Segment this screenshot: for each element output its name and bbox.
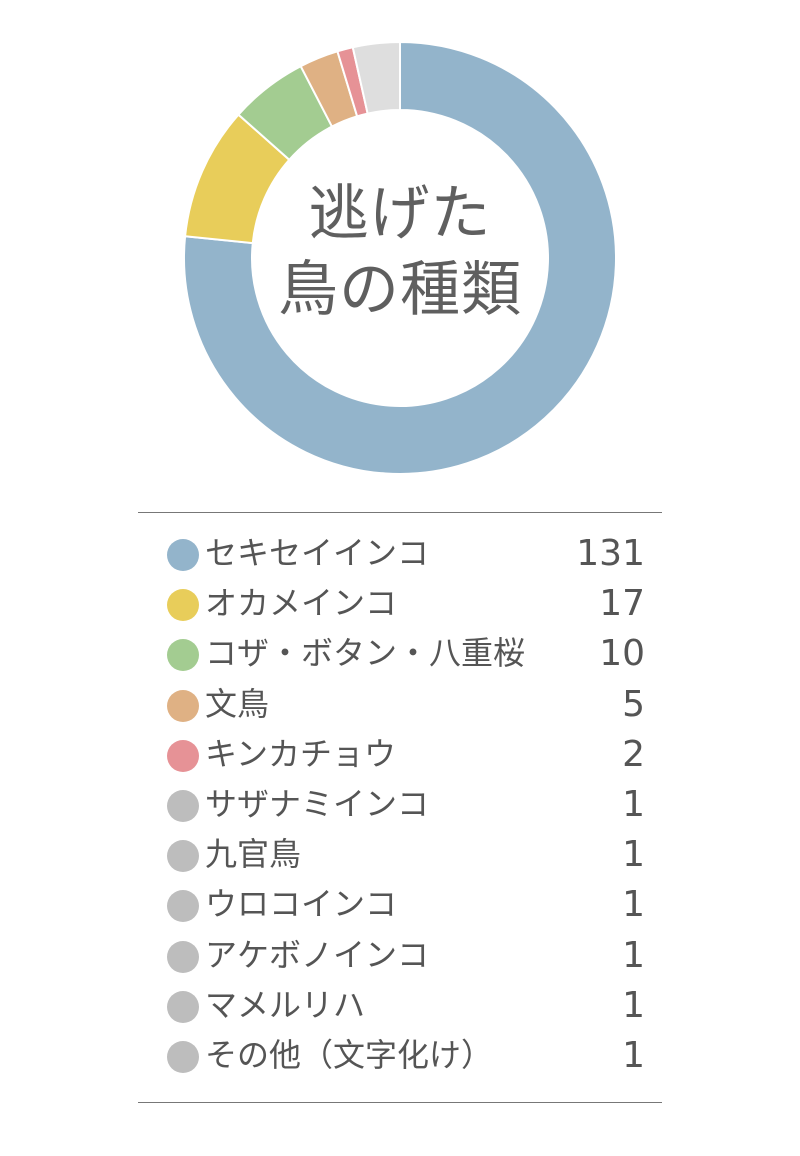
legend-value: 17 xyxy=(599,583,645,625)
legend-value: 5 xyxy=(622,683,645,725)
legend-label: ウロコインコ xyxy=(205,885,398,924)
legend-swatch xyxy=(167,1040,199,1073)
legend-row: オカメインコ 17 xyxy=(165,577,645,627)
donut-slice xyxy=(351,40,401,115)
legend-label: 文鳥 xyxy=(205,684,270,723)
legend-value: 1 xyxy=(622,884,645,926)
legend-row: アケボノインコ 1 xyxy=(165,929,645,979)
legend-label: キンカチョウ xyxy=(205,734,397,773)
donut-slice xyxy=(183,40,617,475)
legend-label: アケボノインコ xyxy=(205,935,430,974)
legend-swatch xyxy=(167,990,199,1023)
legend-value: 1 xyxy=(622,934,645,976)
legend-swatch xyxy=(167,840,199,873)
legend-swatch xyxy=(167,639,199,672)
legend-value: 1 xyxy=(622,834,645,876)
legend-row: マメルリハ 1 xyxy=(165,979,645,1029)
legend-row: その他（文字化け） 1 xyxy=(165,1029,645,1079)
legend-row: 九官鳥 1 xyxy=(165,828,645,878)
legend-label: マメルリハ xyxy=(205,985,366,1024)
chart-title-line-1: 逃げた xyxy=(308,179,492,249)
donut-chart xyxy=(183,40,617,475)
legend-label: 九官鳥 xyxy=(205,835,302,874)
legend-row: セキセイインコ 131 xyxy=(165,527,645,577)
legend-label: サザナミインコ xyxy=(205,784,430,823)
legend-value: 131 xyxy=(576,533,645,574)
legend-label: セキセイインコ xyxy=(205,534,430,572)
legend-swatch xyxy=(167,940,199,973)
legend: セキセイインコ 131 オカメインコ 17 コザ・ボタン・八重桜 10 文鳥 5… xyxy=(165,527,645,1079)
legend-swatch xyxy=(167,890,199,923)
legend-value: 1 xyxy=(622,1034,645,1076)
legend-swatch xyxy=(167,689,199,722)
legend-bottom-rule xyxy=(138,1102,662,1103)
chart-title-line-2: 鳥の種類 xyxy=(278,255,522,325)
legend-top-rule xyxy=(138,512,662,513)
legend-row: ウロコインコ 1 xyxy=(165,878,645,928)
legend-value: 10 xyxy=(599,633,645,675)
legend-swatch xyxy=(167,739,199,772)
legend-value: 1 xyxy=(622,984,645,1026)
legend-row: コザ・ボタン・八重桜 10 xyxy=(165,627,645,677)
legend-label: コザ・ボタン・八重桜 xyxy=(205,634,526,673)
legend-swatch xyxy=(167,789,199,822)
legend-swatch xyxy=(167,539,199,571)
legend-row: 文鳥 5 xyxy=(165,678,645,728)
legend-value: 2 xyxy=(622,733,645,775)
legend-value: 1 xyxy=(622,783,645,825)
legend-swatch xyxy=(167,589,199,622)
legend-row: サザナミインコ 1 xyxy=(165,778,645,828)
legend-label: その他（文字化け） xyxy=(205,1035,494,1074)
legend-label: オカメインコ xyxy=(205,584,398,623)
legend-row: キンカチョウ 2 xyxy=(165,728,645,778)
